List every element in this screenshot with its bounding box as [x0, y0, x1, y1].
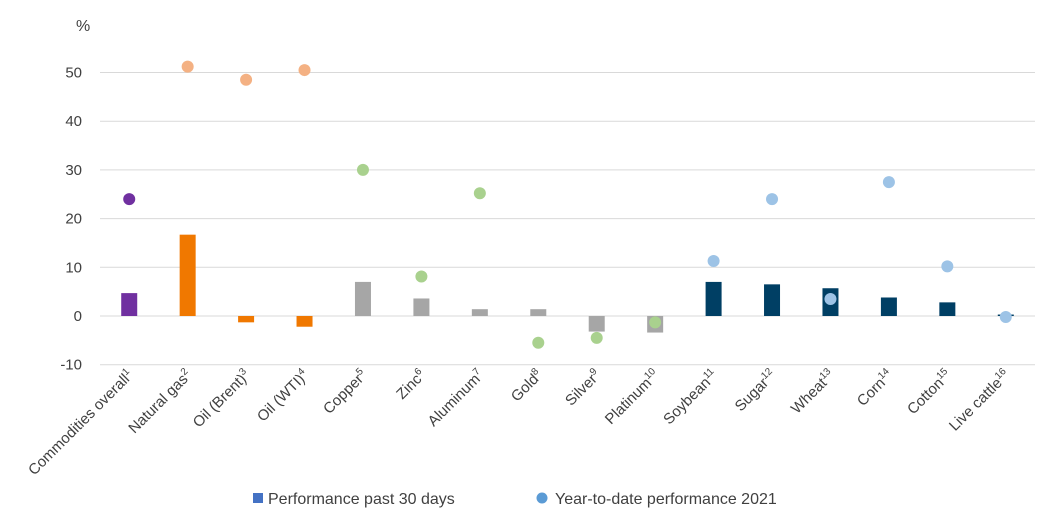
x-category-label: Zinc6	[393, 366, 430, 403]
y-tick-label: 10	[65, 259, 82, 276]
x-category-label: Sugar12	[731, 366, 780, 415]
dot	[590, 331, 603, 344]
bar	[471, 309, 488, 316]
dot	[123, 193, 136, 206]
bar	[530, 309, 547, 316]
x-category-label: Live cattle16	[945, 366, 1014, 435]
x-category-label: Copper5	[319, 366, 371, 418]
legend-label-bars: Performance past 30 days	[268, 491, 455, 508]
y-tick-label: 30	[65, 162, 82, 179]
legend-swatch-dots	[536, 492, 548, 504]
dot	[999, 310, 1012, 323]
dot	[766, 193, 779, 206]
dot	[356, 163, 369, 176]
bar	[764, 284, 781, 316]
bar	[413, 298, 430, 316]
dot	[181, 60, 194, 73]
bar	[588, 316, 605, 332]
x-category-label: Gold8	[507, 366, 546, 405]
dot	[707, 254, 720, 267]
y-tick-label: -10	[60, 357, 82, 374]
dot	[882, 176, 895, 189]
legend-swatch-bars	[253, 493, 263, 503]
x-category-label: Aluminum7	[424, 366, 488, 430]
legend: Performance past 30 days Year-to-date pe…	[253, 491, 777, 508]
bar	[354, 281, 371, 316]
y-tick-label: 20	[65, 211, 82, 228]
bar	[179, 234, 196, 316]
bar	[121, 293, 138, 316]
y-tick-label: 0	[74, 308, 82, 325]
bar-series	[121, 234, 1014, 333]
dot	[649, 316, 662, 329]
dot	[240, 73, 253, 86]
x-category-label: Oil (WTI)4	[253, 366, 312, 425]
x-category-label: Silver9	[561, 366, 604, 409]
y-tick-label: 40	[65, 113, 82, 130]
bar	[238, 316, 255, 323]
bar	[705, 281, 722, 316]
dot	[941, 260, 954, 273]
x-category-label: Platinum10	[601, 366, 663, 428]
x-category-label: Soybean11	[659, 366, 721, 428]
bar	[880, 297, 897, 316]
bar	[296, 316, 313, 327]
gridlines	[100, 72, 1035, 366]
dot	[824, 292, 837, 305]
dot	[473, 187, 486, 200]
x-category-label: Corn14	[853, 366, 897, 410]
dot	[415, 270, 428, 283]
dot	[532, 336, 545, 349]
x-category-label: Wheat13	[787, 366, 839, 418]
legend-label-dots: Year-to-date performance 2021	[555, 491, 777, 508]
x-category-label: Natural gas2	[125, 366, 196, 437]
x-category-label: Cotton15	[903, 366, 955, 418]
y-tick-label: 50	[65, 65, 82, 82]
dot-series	[123, 60, 1012, 349]
dot	[298, 64, 311, 77]
y-axis-unit-label: %	[76, 18, 90, 35]
x-category-label: Oil (Brent)3	[189, 366, 254, 431]
y-axis: % -10 0 10 20 30 40 50	[60, 18, 90, 374]
bar	[939, 302, 956, 316]
x-category-label: Commodities overall1	[24, 366, 137, 479]
